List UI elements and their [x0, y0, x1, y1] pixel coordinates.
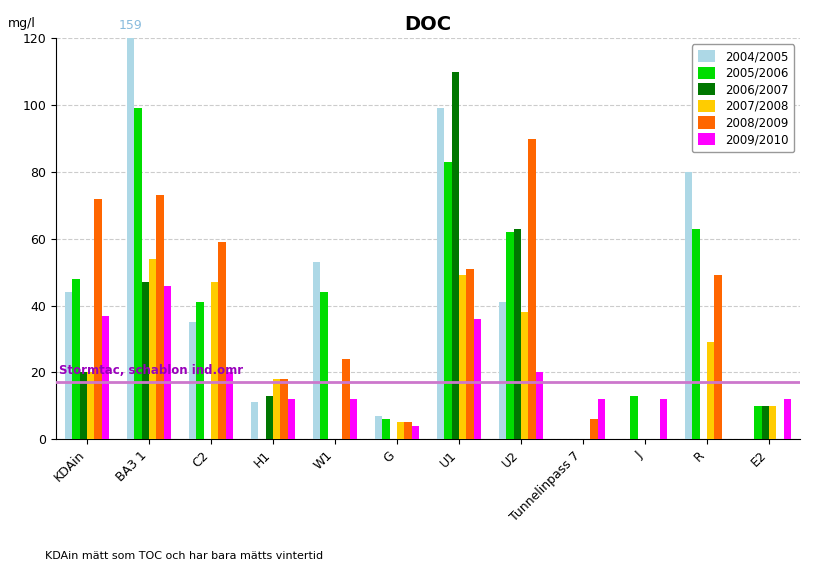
Text: KDAin mätt som TOC och har bara mätts vintertid: KDAin mätt som TOC och har bara mätts vi…: [45, 551, 323, 561]
Bar: [251, 403, 258, 439]
Bar: [437, 108, 444, 439]
Legend: 2004/2005, 2005/2006, 2006/2007, 2007/2008, 2008/2009, 2009/2010: 2004/2005, 2005/2006, 2006/2007, 2007/20…: [692, 44, 794, 152]
Text: Stormtac, schablon ind.omr: Stormtac, schablon ind.omr: [59, 365, 244, 378]
Bar: [126, 39, 134, 439]
Bar: [474, 319, 482, 439]
Bar: [521, 312, 528, 439]
Bar: [598, 399, 606, 439]
Bar: [64, 292, 73, 439]
Bar: [590, 419, 598, 439]
Bar: [218, 242, 226, 439]
Bar: [375, 416, 382, 439]
Bar: [754, 406, 761, 439]
Bar: [692, 229, 699, 439]
Bar: [102, 316, 109, 439]
Bar: [95, 198, 102, 439]
Bar: [280, 379, 288, 439]
Bar: [536, 373, 544, 439]
Bar: [528, 138, 536, 439]
Bar: [452, 72, 459, 439]
Bar: [707, 342, 715, 439]
Bar: [761, 406, 769, 439]
Bar: [412, 426, 420, 439]
Bar: [769, 406, 777, 439]
Bar: [142, 282, 149, 439]
Bar: [350, 399, 357, 439]
Bar: [506, 232, 513, 439]
Bar: [196, 302, 204, 439]
Bar: [80, 373, 87, 439]
Bar: [630, 396, 637, 439]
Bar: [685, 172, 692, 439]
Bar: [266, 396, 273, 439]
Bar: [444, 162, 452, 439]
Bar: [73, 279, 80, 439]
Bar: [397, 422, 404, 439]
Bar: [404, 422, 412, 439]
Text: 159: 159: [118, 19, 143, 32]
Bar: [87, 373, 95, 439]
Bar: [784, 399, 791, 439]
Bar: [273, 379, 280, 439]
Bar: [459, 276, 466, 439]
Bar: [156, 195, 164, 439]
Bar: [211, 282, 218, 439]
Bar: [226, 373, 233, 439]
Bar: [499, 302, 506, 439]
Text: mg/l: mg/l: [7, 18, 36, 30]
Bar: [134, 108, 142, 439]
Bar: [513, 229, 521, 439]
Bar: [164, 286, 171, 439]
Bar: [149, 259, 156, 439]
Bar: [189, 322, 196, 439]
Bar: [382, 419, 390, 439]
Bar: [466, 269, 474, 439]
Bar: [313, 262, 320, 439]
Bar: [715, 276, 722, 439]
Bar: [320, 292, 328, 439]
Bar: [288, 399, 295, 439]
Bar: [660, 399, 667, 439]
Title: DOC: DOC: [404, 15, 452, 34]
Bar: [342, 359, 350, 439]
